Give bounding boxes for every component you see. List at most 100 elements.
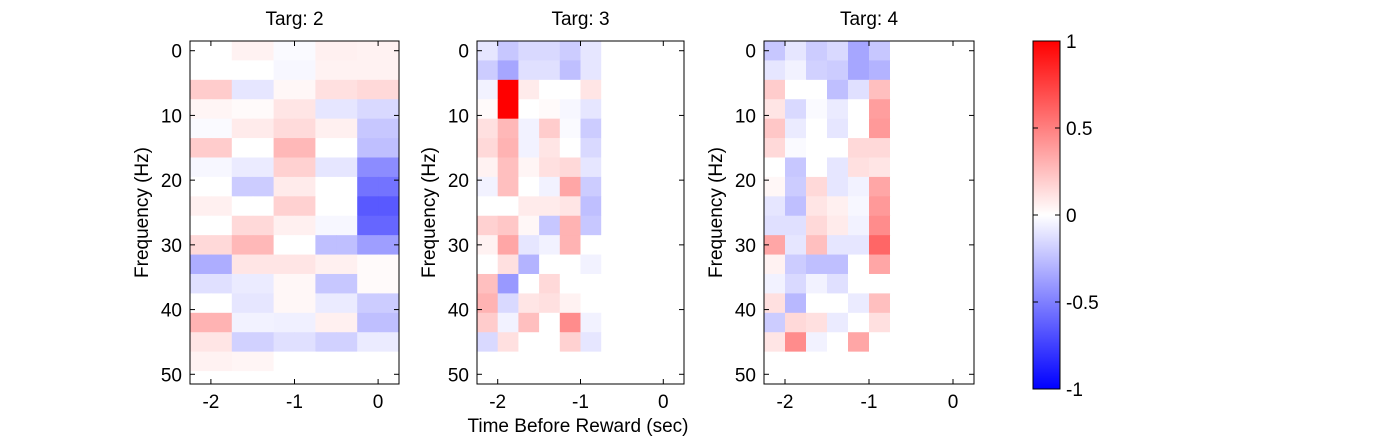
heatmap-cell: [890, 138, 912, 158]
heatmap-cell: [210, 351, 233, 372]
heatmap-cell: [315, 99, 337, 120]
heatmap-cell: [477, 79, 499, 100]
heatmap-cell: [869, 215, 891, 236]
heatmap-cell: [378, 196, 400, 217]
heatmap-cell: [357, 312, 379, 333]
heatmap-cell: [315, 138, 337, 158]
heatmap-cell: [806, 235, 828, 256]
heatmap-cell: [764, 235, 786, 256]
heatmap-cell: [621, 60, 644, 81]
y-tick-label: 10: [161, 106, 182, 127]
heatmap-cell: [953, 332, 975, 353]
heatmap-cell: [210, 196, 233, 217]
colorbar-tick-label: 0.5: [1066, 119, 1092, 140]
heatmap-cell: [827, 79, 849, 100]
heatmap-cell: [336, 79, 358, 100]
x-tick-label: -2: [489, 392, 506, 413]
heatmap-cell: [190, 371, 212, 385]
heatmap-panel-2: -2 -1 0 0 10 20 30 40 50 Targ: 3 Frequency (Hz): [419, 9, 685, 413]
heatmap-cell: [252, 235, 275, 256]
heatmap-cell: [231, 157, 254, 178]
y-tick-label: 40: [735, 301, 756, 322]
heatmap-cell: [663, 293, 685, 314]
heatmap-cell: [378, 332, 400, 353]
heatmap-cell: [580, 312, 602, 333]
heatmap-cell: [336, 215, 358, 236]
panel-title: Targ: 2: [265, 9, 323, 30]
heatmap-cell: [210, 138, 233, 158]
heatmap-cell: [869, 157, 891, 178]
heatmap-cell: [315, 351, 337, 372]
heatmap-cell: [231, 176, 254, 197]
heatmap-cell: [252, 215, 275, 236]
heatmap-cell: [273, 118, 295, 139]
heatmap-cell: [315, 196, 337, 217]
heatmap-cell: [539, 79, 561, 100]
heatmap-cell: [518, 41, 540, 61]
heatmap-cell: [273, 79, 295, 100]
heatmap-cell: [601, 41, 623, 61]
heatmap-cell: [210, 273, 233, 294]
heatmap-cell: [273, 196, 295, 217]
heatmap-cell: [252, 351, 275, 372]
heatmap-cell: [580, 371, 602, 385]
heatmap-cell: [518, 371, 540, 385]
heatmap-cell: [559, 235, 581, 256]
heatmap-cell: [315, 312, 337, 333]
heatmap-cell: [252, 79, 275, 100]
heatmap-cell: [621, 41, 644, 61]
heatmap-cell: [806, 254, 828, 275]
heatmap-cell: [294, 312, 316, 333]
heatmap-cell: [252, 312, 275, 333]
heatmap-cell: [273, 351, 295, 372]
heatmap-cell: [953, 138, 975, 158]
x-tick-label: -2: [777, 392, 794, 413]
heatmap-cell: [621, 312, 644, 333]
heatmap-cell: [580, 332, 602, 353]
heatmap-cell: [869, 371, 891, 385]
heatmap-cell: [539, 99, 561, 120]
heatmap-cell: [273, 371, 295, 385]
y-tick-label: 40: [161, 301, 182, 322]
heatmap-cell: [953, 235, 975, 256]
heatmap-cell: [848, 215, 870, 236]
heatmap-cell: [580, 60, 602, 81]
heatmap-cell: [953, 293, 975, 314]
heatmap-cell: [911, 176, 933, 197]
heatmap-cell: [953, 118, 975, 139]
heatmap-cell: [378, 371, 400, 385]
heatmap-cell: [806, 138, 828, 158]
heatmap-cell: [911, 351, 933, 372]
heatmap-cell: [336, 157, 358, 178]
heatmap-cell: [539, 138, 561, 158]
heatmap-cell: [210, 332, 233, 353]
heatmap-panel-1: -2 -1 0 0 10 20 30 40 50 Targ: 2 Frequency (Hz): [132, 9, 400, 413]
heatmap-cell: [315, 254, 337, 275]
y-tick-label: 10: [448, 106, 469, 127]
heatmap-cell: [932, 332, 954, 353]
heatmap-cell: [911, 138, 933, 158]
heatmap-cell: [890, 41, 912, 61]
heatmap-cell: [848, 157, 870, 178]
y-tick-label: 10: [735, 106, 756, 127]
x-tick-label: 0: [658, 392, 669, 413]
heatmap-cell: [785, 273, 807, 294]
heatmap-cell: [890, 254, 912, 275]
heatmap-cell: [477, 215, 499, 236]
heatmap-cell: [518, 157, 540, 178]
heatmap-cell: [642, 196, 664, 217]
heatmap-cell: [273, 157, 295, 178]
heatmap-cell: [231, 273, 254, 294]
heatmap-cell: [294, 215, 316, 236]
heatmap-cell: [336, 196, 358, 217]
heatmap-cell: [273, 254, 295, 275]
heatmap-cell: [621, 79, 644, 100]
heatmap-cell: [601, 138, 623, 158]
heatmap-cell: [231, 371, 254, 385]
heatmap-cell: [477, 118, 499, 139]
heatmap-cell: [378, 293, 400, 314]
heatmap-cell: [848, 118, 870, 139]
heatmap-cell: [764, 157, 786, 178]
heatmap-cell: [663, 118, 685, 139]
heatmap-cell: [210, 41, 233, 61]
